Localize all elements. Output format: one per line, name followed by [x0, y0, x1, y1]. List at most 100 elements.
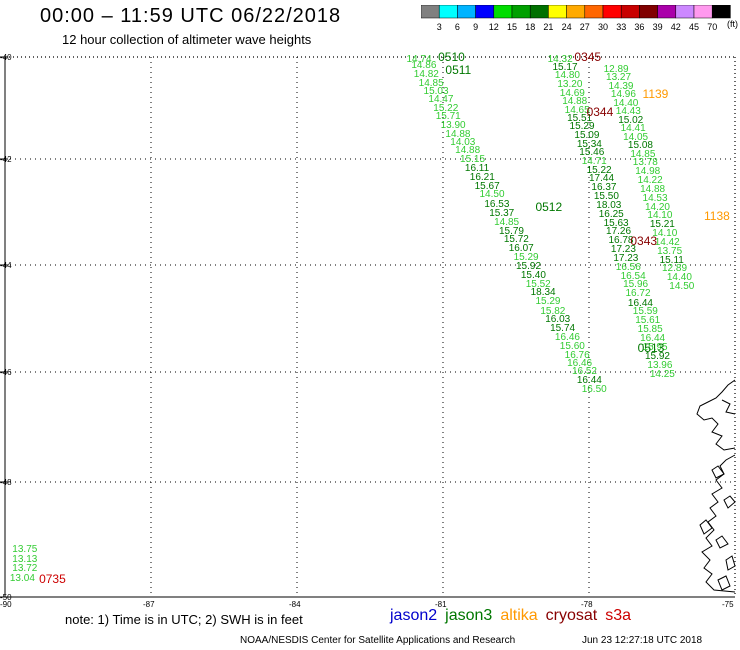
color-scale-tick: 70: [707, 22, 717, 32]
swh-value: 15.15: [460, 154, 486, 166]
pass-time: 0343: [630, 234, 658, 249]
swh-value: 14.42: [654, 236, 680, 248]
swh-value: 13.20: [557, 79, 583, 91]
swh-value: 16.72: [625, 288, 651, 300]
color-scale-tick: 33: [616, 22, 626, 32]
swh-value: 16.11: [464, 162, 490, 174]
coastline-segment: [701, 454, 736, 593]
swh-value: 14.85: [494, 216, 520, 228]
swh-value: 14.96: [610, 89, 636, 101]
satellite-legend: jason2 jason3 altika cryosat s3a: [390, 607, 639, 625]
swh-value: 14.88: [562, 95, 588, 107]
color-scale-units: (ft): [727, 19, 738, 29]
swh-value: 16.46: [567, 357, 593, 369]
swh-value: 15.74: [550, 323, 576, 335]
swh-value: 14.98: [635, 166, 661, 178]
color-scale-tick: 39: [653, 22, 663, 32]
latitude-label: -50: [0, 593, 12, 602]
pass-time: 0345: [574, 50, 602, 64]
swh-value: 14.82: [413, 68, 439, 80]
map-grid: [0, 56, 736, 598]
swh-value: 15.63: [603, 217, 629, 229]
swh-value: 17.26: [606, 226, 632, 238]
coastline-segment: [715, 535, 729, 549]
color-scale-tick: 30: [598, 22, 608, 32]
swh-value: 15.61: [635, 315, 661, 327]
coastline-segment: [723, 495, 736, 509]
swh-value: 15.22: [433, 103, 459, 115]
pass-time: 1138: [704, 209, 730, 224]
swh-value: 14.32: [547, 53, 573, 65]
swh-value: 14.47: [428, 94, 454, 106]
swh-value: 14.10: [652, 228, 678, 240]
swh-value: 15.67: [474, 180, 500, 192]
swh-value: 15.17: [552, 62, 578, 74]
swh-value: 14.05: [623, 131, 649, 143]
swh-value: 13.78: [632, 157, 658, 169]
swh-value: 14.53: [642, 192, 668, 204]
swh-value: 14.50: [479, 189, 505, 201]
color-scale-tick: 36: [634, 22, 644, 32]
legend-s3a: s3a: [605, 607, 632, 624]
swh-value: 14.65: [564, 104, 590, 116]
swh-value: 16.44: [627, 297, 653, 309]
swh-value: 15.08: [627, 140, 653, 152]
color-scale-tick: 12: [489, 22, 499, 32]
swh-value: 15.21: [649, 219, 675, 231]
swh-value: 15.79: [498, 225, 524, 237]
swh-value: 14.88: [640, 183, 666, 195]
pass-time: 0511: [445, 62, 472, 77]
longitude-label: -84: [289, 600, 301, 609]
color-scale-tick: 9: [473, 22, 478, 32]
swh-value: 14.40: [666, 272, 692, 284]
swh-value: 14.88: [445, 128, 471, 140]
coastline-segment: [721, 399, 736, 415]
swh-value: 14.25: [649, 368, 675, 380]
coastline-segment: [725, 555, 736, 571]
swh-value: 14.03: [450, 136, 476, 148]
swh-value: 13.27: [606, 72, 632, 84]
footnote: note: 1) Time is in UTC; 2) SWH is in fe…: [65, 612, 303, 627]
color-scale-tick: 6: [455, 22, 460, 32]
swh-value: 13.75: [657, 245, 683, 257]
latitude-label: -40: [0, 53, 12, 62]
swh-value: 15.22: [586, 164, 612, 176]
swh-value: 16.56: [615, 261, 641, 273]
swh-value: 15.03: [423, 85, 449, 97]
latitude-label: -46: [0, 368, 12, 377]
color-scale-tick: 27: [580, 22, 590, 32]
swh-value: 16.52: [571, 366, 597, 377]
legend-cryosat: cryosat: [545, 607, 598, 624]
color-scale-bar: 3 6 9 12 15 18 21 24 27 30 33 36 39 42 45 70: [421, 5, 731, 32]
longitude-label: -78: [581, 600, 593, 609]
legend-jason2: jason2: [390, 607, 438, 624]
swh-value: 16.25: [598, 208, 624, 220]
swh-value: 15.71: [435, 111, 461, 123]
page-title: 00:00 – 11:59 UTC 06/22/2018: [40, 5, 342, 27]
swh-value: 16.78: [608, 235, 634, 247]
swh-value: 14.39: [608, 80, 634, 92]
latitude-label: -48: [0, 478, 12, 487]
swh-value: 16.54: [620, 270, 646, 282]
coastline-segment: [711, 465, 725, 479]
swh-value: 15.92: [516, 260, 542, 272]
swh-value: 14.50: [669, 281, 695, 293]
color-scale-tick: 24: [562, 22, 572, 32]
color-scale-tick: 3: [437, 22, 442, 32]
swh-value: 14.88: [455, 145, 481, 157]
swh-value: 14.40: [613, 97, 639, 109]
color-scale-tick: 42: [671, 22, 681, 32]
swh-value: 14.43: [615, 106, 641, 118]
swh-value: 15.72: [503, 234, 529, 246]
color-scale-tick: 18: [525, 22, 535, 32]
swh-value: 16.76: [564, 349, 590, 361]
swh-value: 15.85: [637, 324, 663, 336]
legend-jason3: jason3: [445, 607, 493, 624]
swh-value: 17.44: [589, 173, 615, 185]
color-scale-tick: 21: [543, 22, 553, 32]
coastline-segment: [699, 519, 713, 535]
swh-value: 15.95: [642, 341, 668, 353]
pass-time: 0344: [586, 105, 614, 120]
swh-value: 13.13: [12, 553, 38, 565]
swh-value: 13.72: [12, 563, 38, 575]
